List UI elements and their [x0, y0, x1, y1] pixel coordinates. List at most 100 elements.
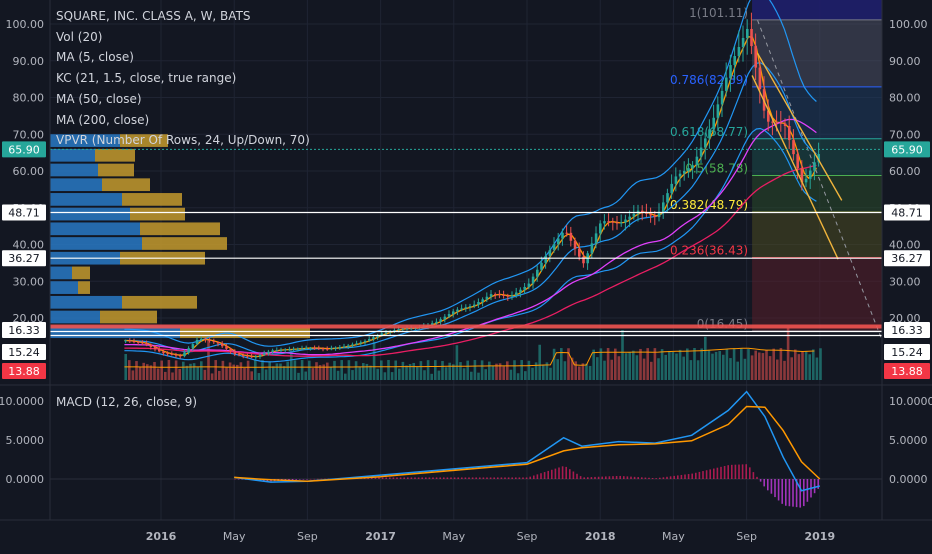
time-tick-label: Sep	[736, 530, 757, 543]
candle-body	[397, 329, 400, 331]
macd-histogram-bar	[547, 470, 549, 479]
volume-bar	[689, 360, 693, 380]
candle-body	[191, 344, 195, 349]
price-tick-right: 100.00	[889, 18, 928, 31]
volume-bar	[347, 360, 351, 380]
volume-bar	[300, 360, 304, 380]
macd-histogram-bar	[461, 477, 463, 479]
macd-histogram-bar	[299, 479, 301, 480]
volume-bar	[394, 360, 397, 380]
legend-vol[interactable]: Vol (20)	[56, 29, 103, 44]
volume-bar	[740, 348, 743, 380]
macd-histogram-bar	[486, 477, 488, 479]
time-tick-label: 2016	[146, 530, 177, 543]
candle-body	[246, 355, 249, 357]
macd-histogram-bar	[482, 477, 485, 479]
candle-body	[704, 138, 707, 148]
volume-bar	[246, 360, 250, 380]
vp-down-bar	[140, 222, 220, 236]
fib-level-label: 0.786(82.89)	[670, 73, 748, 87]
volume-bar	[372, 341, 376, 380]
macd-legend[interactable]: MACD (12, 26, close, 9)	[56, 395, 198, 409]
volume-bar	[257, 373, 261, 380]
price-label-left-bg	[2, 344, 46, 360]
candle-body	[141, 342, 144, 344]
macd-histogram-bar	[551, 469, 553, 479]
macd-histogram-bar	[741, 464, 744, 479]
volume-bar	[171, 372, 174, 380]
candle-body	[204, 338, 207, 340]
macd-histogram-bar	[605, 476, 607, 479]
volume-bar	[743, 358, 747, 380]
price-label-left: 48.71	[8, 206, 40, 219]
candle-body	[464, 307, 468, 309]
candle-body	[384, 332, 388, 334]
macd-histogram-bar	[619, 475, 621, 479]
volume-bar	[660, 349, 664, 380]
macd-histogram-bar	[439, 477, 441, 479]
candle-body	[158, 349, 161, 352]
candle-body	[485, 296, 489, 300]
volume-bar	[772, 348, 775, 380]
candle-body	[401, 328, 405, 330]
macd-histogram-bar	[291, 479, 294, 480]
legend-vpvr[interactable]: VPVR (Number Of Rows, 24, Up/Down, 70)	[56, 133, 310, 148]
legend-ma50[interactable]: MA (50, close)	[56, 91, 142, 106]
volume-bar	[509, 369, 513, 380]
macd-histogram-bar	[651, 478, 654, 479]
volume-bar	[311, 368, 315, 380]
macd-histogram-bar	[554, 468, 557, 479]
macd-tick-left: 5.0000	[6, 434, 45, 447]
candle-body	[300, 348, 304, 350]
macd-histogram-bar	[572, 471, 575, 479]
fib-band	[752, 212, 882, 258]
volume-bar	[797, 354, 801, 380]
macd-histogram-bar	[680, 474, 683, 479]
macd-histogram-bar	[774, 479, 776, 498]
vp-down-bar	[78, 281, 90, 294]
candle-body	[603, 221, 606, 224]
volume-bar	[387, 360, 390, 380]
candle-body	[641, 210, 644, 213]
candle-body	[628, 216, 631, 220]
volume-bar	[401, 361, 405, 380]
price-candles	[124, 12, 820, 360]
candle-body	[683, 170, 686, 174]
candle-body	[666, 193, 669, 203]
volume-bar	[279, 363, 282, 380]
macd-tick-left: 10.0000	[0, 395, 44, 408]
legend-kc[interactable]: KC (21, 1.5, close, true range)	[56, 71, 237, 86]
macd-histogram-bar	[659, 477, 661, 479]
candle-body	[804, 178, 808, 183]
candle-body	[716, 104, 720, 118]
vp-down-bar	[122, 295, 197, 309]
volume-bar	[131, 370, 135, 380]
candle-body	[670, 183, 673, 194]
volume-bar	[448, 362, 451, 380]
candle-body	[645, 212, 648, 214]
macd-histogram-bar	[464, 477, 467, 479]
candle-body	[393, 330, 396, 332]
candle-body	[754, 46, 757, 68]
volume-bar	[610, 359, 613, 380]
macd-histogram-bar	[709, 469, 711, 479]
volume-bar	[128, 360, 131, 380]
volume-bar	[574, 361, 577, 380]
volume-bar	[549, 367, 552, 380]
candle-body	[355, 343, 358, 345]
vp-down-bar	[100, 310, 157, 324]
volume-bar	[675, 353, 678, 380]
volume-bar	[534, 362, 538, 380]
candle-body	[565, 232, 568, 234]
macd-histogram-bar	[446, 477, 449, 479]
legend-ma5[interactable]: MA (5, close)	[56, 50, 134, 65]
chart-title: SQUARE, INC. CLASS A, W, BATS	[56, 9, 251, 23]
candle-body	[153, 346, 157, 350]
macd-histogram-bar	[504, 477, 506, 479]
candle-body	[473, 304, 476, 307]
legend-ma200[interactable]: MA (200, close)	[56, 112, 150, 127]
trend-channel-lower	[751, 75, 839, 260]
volume-bar	[506, 361, 509, 380]
macd-histogram-bar	[378, 477, 380, 479]
